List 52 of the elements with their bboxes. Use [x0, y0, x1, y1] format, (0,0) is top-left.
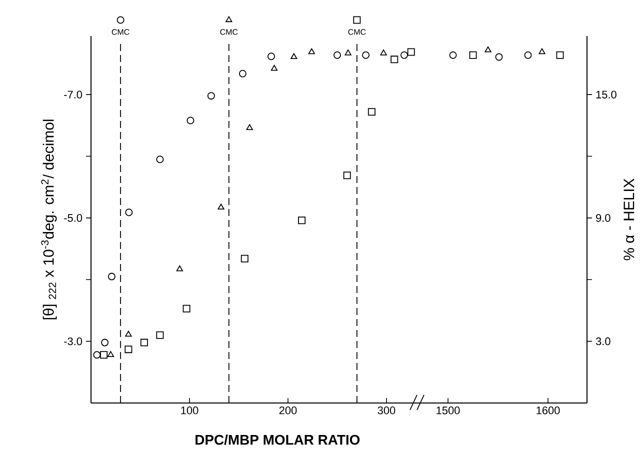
y-tick-label: -7.0	[64, 90, 82, 98]
point	[108, 272, 116, 280]
point	[524, 51, 532, 59]
point	[156, 156, 164, 164]
point	[207, 92, 215, 100]
point	[484, 46, 492, 52]
point	[268, 52, 275, 60]
point	[107, 351, 114, 357]
point	[449, 51, 457, 59]
x-tick-label: 1500	[436, 406, 460, 414]
point	[270, 64, 278, 71]
point	[344, 50, 352, 56]
x-tick-label: 100	[181, 406, 198, 414]
point	[556, 51, 564, 59]
point	[495, 53, 503, 61]
x-tick-label: 200	[279, 406, 297, 414]
point	[218, 204, 224, 210]
x-tick-label: 1600	[536, 406, 560, 414]
point	[93, 351, 101, 359]
point	[469, 51, 477, 59]
point	[125, 208, 133, 216]
point	[100, 351, 108, 359]
point	[240, 254, 248, 262]
point	[308, 48, 315, 54]
text: 3.0	[596, 337, 610, 346]
point	[368, 108, 376, 116]
point	[298, 216, 306, 224]
x-tick-label: 300	[378, 406, 396, 414]
point	[176, 265, 183, 272]
point	[156, 331, 164, 339]
point	[290, 53, 298, 60]
point	[343, 172, 351, 180]
point	[362, 51, 370, 59]
x-axis-title: DPC/MBP MOLAR RATIO	[196, 434, 360, 445]
y2-axis-title: % α - HELIX	[624, 178, 634, 260]
y-tick-label: -5.0	[64, 214, 82, 222]
point	[246, 124, 253, 130]
point	[140, 338, 148, 346]
y-axis-title: [θ] $_{222}$ x 10$^{-3}$deg. cm$^{2}$/ decimol	[41, 120, 57, 320]
point	[538, 48, 546, 54]
point	[124, 346, 132, 354]
point	[333, 51, 341, 59]
point	[390, 56, 398, 64]
point	[182, 304, 190, 312]
point	[380, 50, 387, 56]
point	[125, 330, 132, 337]
point	[186, 116, 194, 124]
point	[101, 338, 109, 346]
point	[238, 70, 246, 78]
text: 15.0	[596, 90, 616, 98]
text: 9.0	[596, 214, 610, 222]
y-tick-label: -3.0	[64, 337, 82, 346]
